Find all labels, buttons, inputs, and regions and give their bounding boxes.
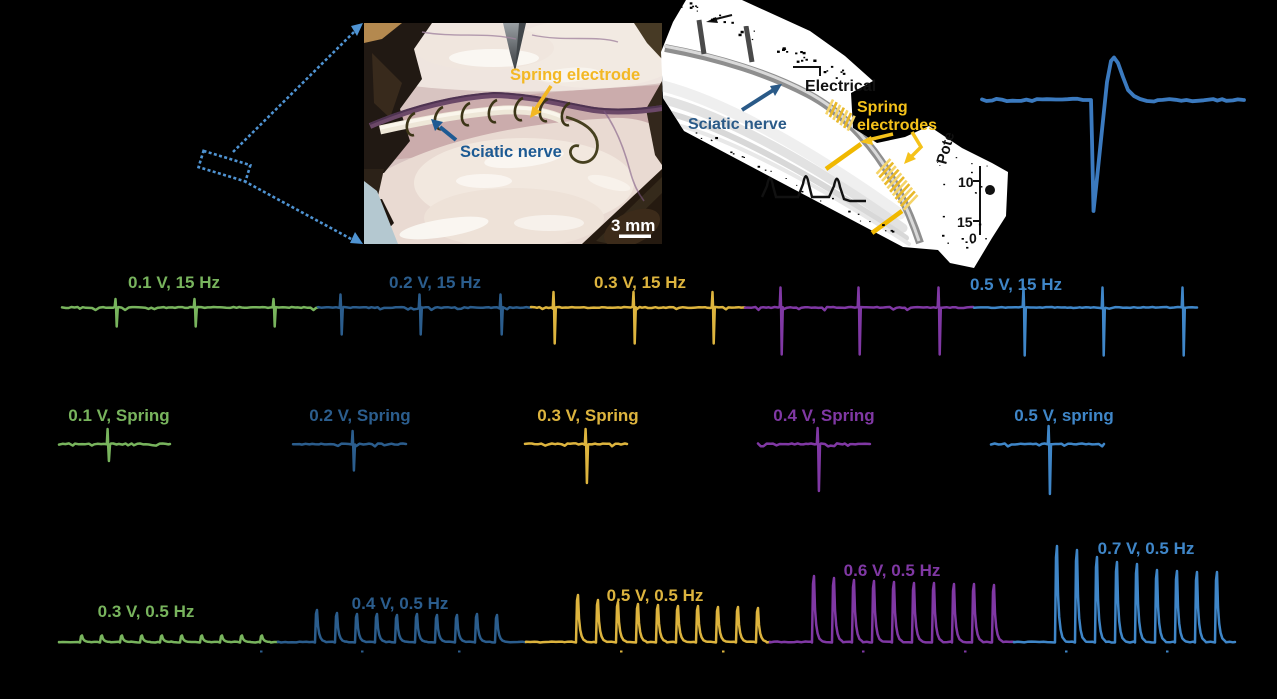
svg-text:15: 15 bbox=[957, 214, 973, 230]
svg-text:0.1 V, 15 Hz: 0.1 V, 15 Hz bbox=[128, 273, 220, 292]
svg-text:Spring: Spring bbox=[857, 99, 908, 116]
svg-text:0.2 V, Spring: 0.2 V, Spring bbox=[309, 406, 410, 425]
svg-text:0.6 V, 0.5 Hz: 0.6 V, 0.5 Hz bbox=[844, 561, 941, 580]
svg-text:0.1 V, Spring: 0.1 V, Spring bbox=[68, 406, 169, 425]
svg-text:Sciatic nerve: Sciatic nerve bbox=[460, 143, 562, 161]
svg-text:Electrical: Electrical bbox=[805, 78, 876, 95]
svg-text:electrodes: electrodes bbox=[857, 117, 937, 134]
svg-text:0.4 V, Spring: 0.4 V, Spring bbox=[773, 406, 874, 425]
svg-text:0.5 V, 0.5 Hz: 0.5 V, 0.5 Hz bbox=[607, 586, 704, 605]
svg-text:3 mm: 3 mm bbox=[611, 216, 655, 235]
svg-text:0.3 V, 0.5 Hz: 0.3 V, 0.5 Hz bbox=[98, 602, 195, 621]
svg-text:0.4 V, 0.5 Hz: 0.4 V, 0.5 Hz bbox=[352, 594, 449, 613]
svg-text:0.5 V, spring: 0.5 V, spring bbox=[1014, 406, 1114, 425]
svg-text:0.7 V, 0.5 Hz: 0.7 V, 0.5 Hz bbox=[1098, 539, 1195, 558]
svg-text:10: 10 bbox=[958, 174, 974, 190]
svg-text:0.3 V, Spring: 0.3 V, Spring bbox=[537, 406, 638, 425]
svg-text:0.3 V, 15 Hz: 0.3 V, 15 Hz bbox=[594, 273, 686, 292]
svg-text:0: 0 bbox=[969, 230, 977, 246]
svg-text:0.2 V, 15 Hz: 0.2 V, 15 Hz bbox=[389, 273, 481, 292]
svg-text:Sciatic nerve: Sciatic nerve bbox=[688, 116, 787, 133]
svg-text:Spring electrode: Spring electrode bbox=[510, 66, 640, 84]
svg-text:0.5 V, 15 Hz: 0.5 V, 15 Hz bbox=[970, 275, 1062, 294]
